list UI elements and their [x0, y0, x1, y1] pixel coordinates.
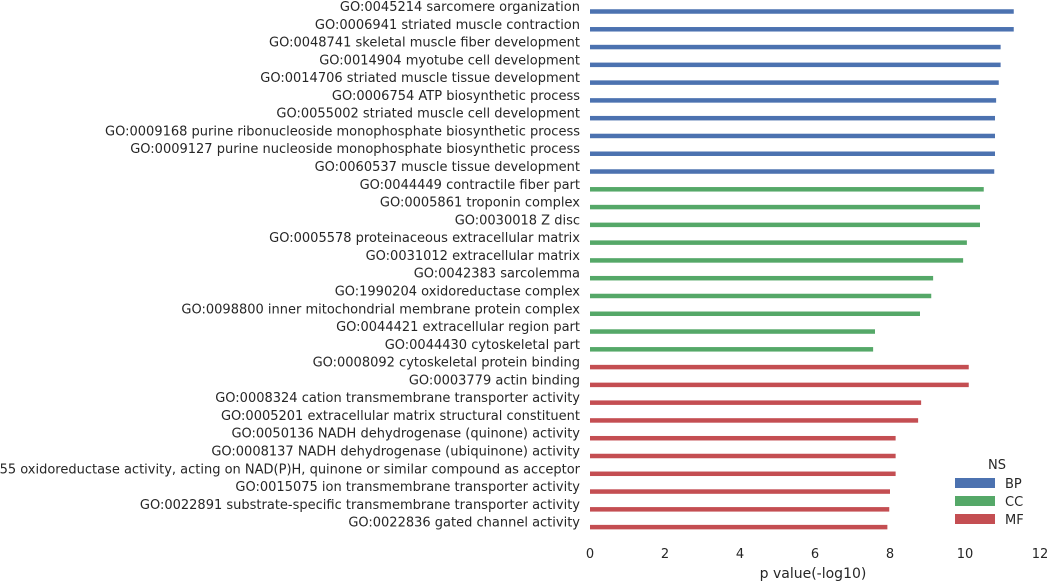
- legend-label-mf: MF: [1005, 513, 1024, 528]
- bar-mf: [590, 471, 896, 477]
- x-tick-label: 6: [811, 547, 819, 562]
- category-label: GO:0006754 ATP biosynthetic process: [332, 89, 580, 104]
- bar-cc: [590, 204, 980, 210]
- bar-bp: [590, 98, 997, 103]
- bar-cc: [590, 293, 932, 299]
- x-axis-ticks-group: 0 2 4 6 8 10 12: [586, 547, 1048, 562]
- bar-mf: [590, 382, 969, 388]
- category-label: GO:0060537 muscle tissue development: [315, 160, 580, 175]
- category-label: GO:0005578 proteinaceous extracellular m…: [269, 231, 580, 246]
- x-tick-label: 10: [957, 547, 974, 562]
- category-label: GO:0048741 skeletal muscle fiber develop…: [269, 36, 580, 51]
- bar-cc: [590, 240, 967, 245]
- category-label: GO:0006941 striated muscle contraction: [315, 18, 580, 33]
- bar-bp: [590, 9, 1014, 14]
- legend-swatch-mf: [955, 514, 995, 524]
- bar-bp: [590, 80, 999, 85]
- bar-cc: [590, 311, 920, 317]
- category-label: GO:0042383 sarcolemma: [414, 267, 580, 282]
- bar-cc: [590, 222, 980, 228]
- bar-cc: [590, 329, 875, 334]
- category-label: GO:0005201 extracellular matrix structur…: [221, 409, 580, 424]
- x-tick-label: 4: [736, 547, 744, 562]
- category-label: GO:0009127 purine nucleoside monophospha…: [130, 142, 580, 157]
- bars-group: [590, 9, 1014, 530]
- category-label: GO:0003779 actin binding: [409, 373, 580, 388]
- bar-mf: [590, 453, 896, 459]
- category-label: GO:0015075 ion transmembrane transporter…: [235, 480, 580, 495]
- bar-bp: [590, 62, 1001, 68]
- category-label: GO:0055002 striated muscle cell developm…: [276, 107, 580, 122]
- bar-cc: [590, 187, 984, 192]
- category-label: GO:0008137 NADH dehydrogenase (ubiquinon…: [211, 445, 580, 460]
- category-label: GO:0044449 contractile fiber part: [360, 178, 580, 193]
- category-label: GO:0045214 sarcomere organization: [340, 0, 580, 15]
- x-tick-label: 0: [586, 547, 594, 562]
- bar-cc: [590, 275, 934, 281]
- bar-bp: [590, 151, 995, 156]
- category-label: GO:0009168 purine ribonucleoside monopho…: [105, 124, 580, 139]
- bar-bp: [590, 27, 1014, 32]
- x-tick-label: 8: [886, 547, 894, 562]
- bar-bp: [590, 44, 1001, 50]
- category-label: GO:0016655 oxidoreductase activity, acti…: [0, 462, 581, 477]
- category-label: GO:0022836 gated channel activity: [348, 516, 580, 531]
- category-label: GO:1990204 oxidoreductase complex: [335, 284, 581, 299]
- category-label: GO:0014904 myotube cell development: [319, 53, 580, 68]
- category-label: GO:0014706 striated muscle tissue develo…: [260, 71, 580, 86]
- bar-mf: [590, 507, 890, 512]
- bar-cc: [590, 258, 964, 263]
- bar-mf: [590, 418, 919, 423]
- x-axis-label: p value(-log10): [760, 566, 867, 582]
- x-tick-label: 2: [661, 547, 669, 562]
- bar-mf: [590, 489, 890, 494]
- category-labels-group: GO:0045214 sarcomere organization GO:0006…: [0, 0, 581, 531]
- bar-mf: [590, 524, 888, 530]
- category-label: GO:0050136 NADH dehydrogenase (quinone) …: [231, 427, 580, 442]
- category-label: GO:0031012 extracellular matrix: [366, 249, 581, 264]
- legend-label-cc: CC: [1005, 495, 1023, 510]
- category-label: GO:0044421 extracellular region part: [336, 320, 580, 335]
- category-label: GO:0030018 Z disc: [455, 213, 580, 228]
- bar-bp: [590, 169, 995, 174]
- category-label: GO:0005861 troponin complex: [380, 196, 580, 211]
- bar-mf: [590, 400, 922, 405]
- legend-entries: BP CC MF: [955, 477, 1024, 528]
- x-tick-label: 12: [1032, 547, 1049, 562]
- bar-cc: [590, 347, 874, 352]
- legend-swatch-bp: [955, 478, 995, 488]
- category-label: GO:0022891 substrate-specific transmembr…: [140, 498, 580, 513]
- legend-label-bp: BP: [1005, 477, 1022, 492]
- bar-bp: [590, 133, 995, 139]
- bar-mf: [590, 435, 896, 441]
- legend-swatch-cc: [955, 496, 995, 506]
- category-label: GO:0008092 cytoskeletal protein binding: [313, 356, 580, 371]
- legend-title: NS: [988, 458, 1006, 473]
- legend: NS BP CC MF: [955, 458, 1024, 528]
- category-label: GO:0044430 cytoskeletal part: [385, 338, 580, 353]
- bar-mf: [590, 364, 969, 370]
- bar-bp: [590, 115, 995, 121]
- category-label: GO:0098800 inner mitochondrial membrane …: [181, 302, 580, 317]
- category-label: GO:0008324 cation transmembrane transpor…: [215, 391, 580, 406]
